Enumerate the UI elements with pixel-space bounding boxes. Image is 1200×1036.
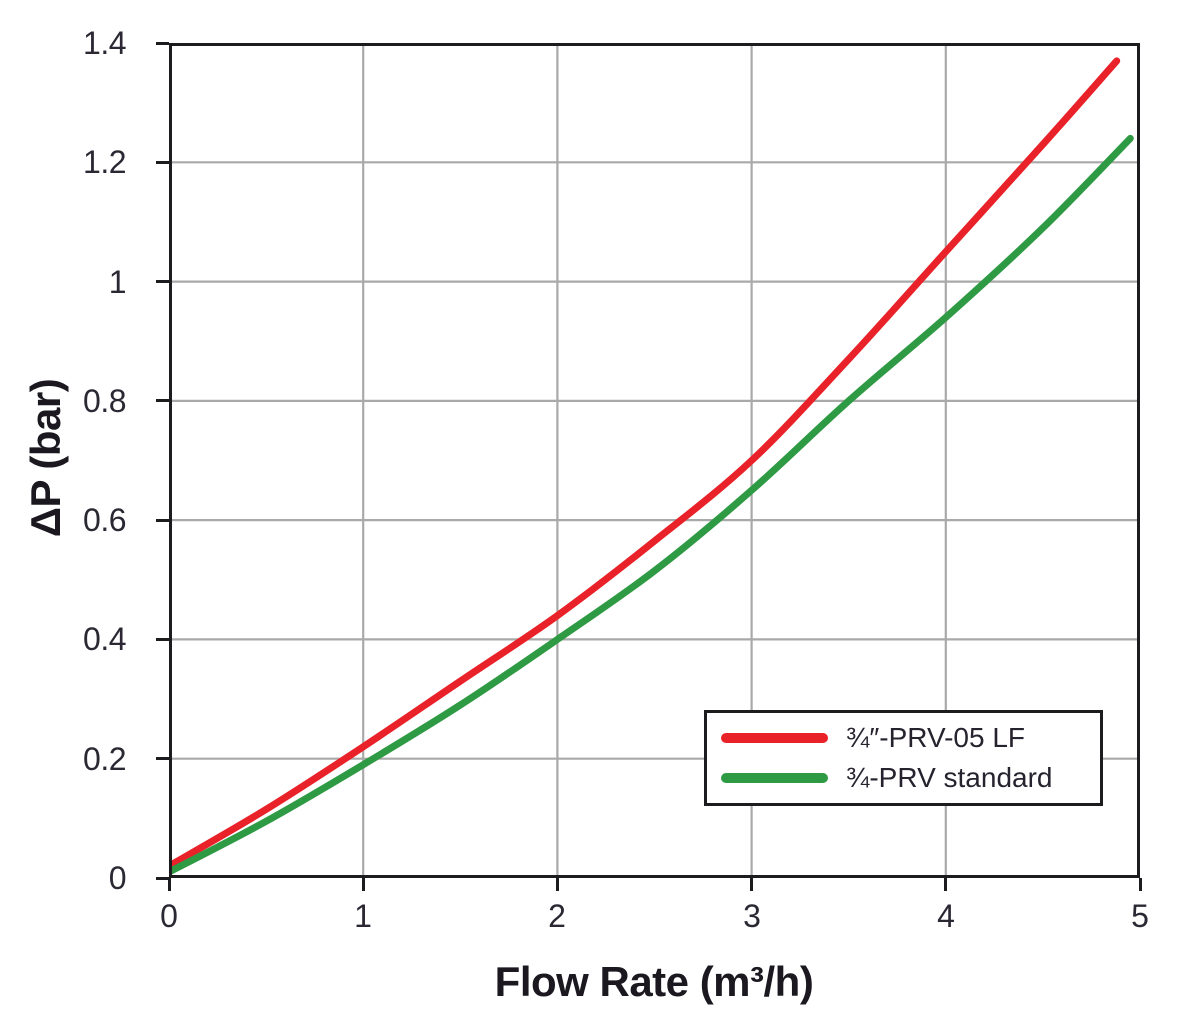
y-tick-label-0: 0 xyxy=(108,860,127,896)
y-tick-label-1.4: 1.4 xyxy=(83,25,126,61)
y-tick-mark-0.6 xyxy=(156,519,169,522)
legend: ¾″-PRV-05 LF ¾-PRV standard xyxy=(704,710,1103,806)
y-tick-mark-0.2 xyxy=(156,757,169,760)
y-tick-mark-0.4 xyxy=(156,638,169,641)
x-tick-mark-4 xyxy=(944,878,947,891)
x-tick-mark-3 xyxy=(750,878,753,891)
y-tick-mark-1 xyxy=(156,280,169,283)
x-tick-mark-2 xyxy=(556,878,559,891)
y-tick-mark-1.4 xyxy=(156,42,169,45)
y-tick-mark-1.2 xyxy=(156,161,169,164)
legend-swatch-green-line xyxy=(721,772,828,783)
x-tick-mark-5 xyxy=(1139,878,1142,891)
y-tick-mark-0.8 xyxy=(156,399,169,402)
y-tick-label-0.2: 0.2 xyxy=(83,741,126,777)
plot-border xyxy=(169,43,1140,878)
x-axis-title: Flow Rate (m³/h) xyxy=(494,958,814,1005)
legend-label: ¾″-PRV-05 LF xyxy=(846,722,1026,754)
x-tick-label-0: 0 xyxy=(160,898,178,934)
x-tick-label-5: 5 xyxy=(1131,898,1149,934)
y-tick-mark-0 xyxy=(156,877,169,880)
y-tick-label-0.4: 0.4 xyxy=(83,621,126,657)
plot-area xyxy=(169,43,1140,878)
x-tick-mark-0 xyxy=(168,878,171,891)
x-tick-mark-1 xyxy=(362,878,365,891)
x-tick-label-1: 1 xyxy=(354,898,372,934)
y-tick-label-0.6: 0.6 xyxy=(83,502,126,538)
legend-label: ¾-PRV standard xyxy=(846,761,1053,793)
legend-item-prv05-lf: ¾″-PRV-05 LF xyxy=(707,722,1100,754)
series-curve-1 xyxy=(169,134,1134,876)
y-tick-label-1: 1 xyxy=(108,264,127,300)
x-tick-label-3: 3 xyxy=(743,898,761,934)
legend-swatch-red-line xyxy=(721,733,828,744)
y-tick-label-0.8: 0.8 xyxy=(83,383,126,419)
x-tick-label-4: 4 xyxy=(937,898,955,934)
y-tick-label-1.2: 1.2 xyxy=(83,144,126,180)
x-tick-label-2: 2 xyxy=(548,898,566,934)
legend-item-prv-standard: ¾-PRV standard xyxy=(707,762,1100,794)
series-curve-0 xyxy=(169,57,1121,870)
